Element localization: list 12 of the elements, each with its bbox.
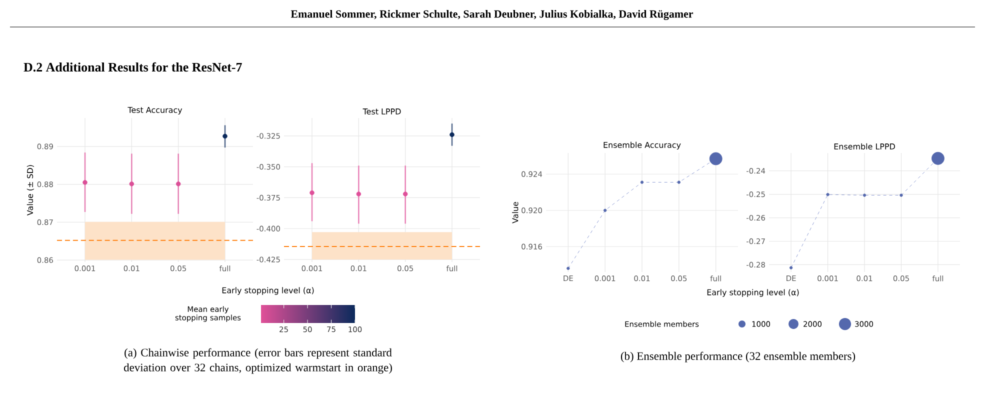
point [310,190,314,196]
text: (a) Chainwise performance (error bars represent standard deviation over 32 chains, optimized warmstart in orange) [124,348,392,374]
text: (b) Ensemble performance (32 ensemble members) [620,352,856,362]
point [450,132,454,138]
text: Emanuel Sommer, Rickmer Schulte, Sarah Deubner, Julius Kobialka, David Rügamer [290,10,694,20]
point [356,192,362,196]
point [129,182,134,186]
point [402,192,408,196]
point [82,180,88,185]
point [222,134,228,139]
point [176,182,181,186]
text: D.2 Additional Results for the ResNet-7 [24,62,242,72]
